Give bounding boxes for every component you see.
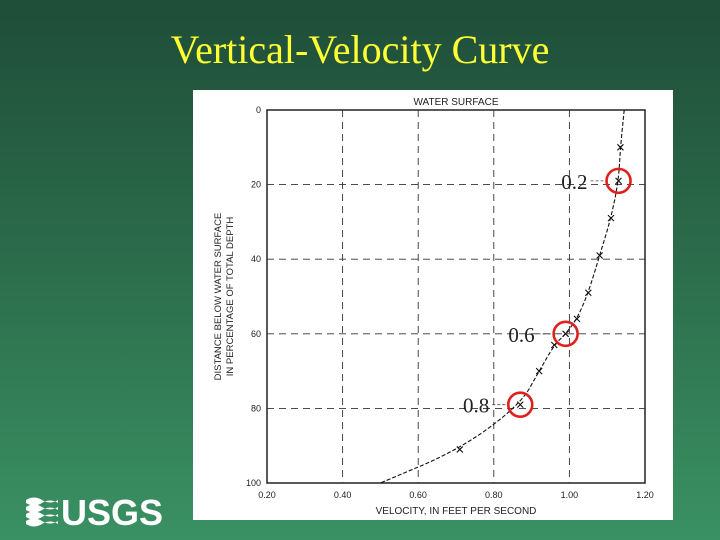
chart-figure: 0.20 0.40 0.60 0.80 1.00 1.20 0 20 40 60 80 100 WATE… — [193, 90, 673, 520]
y-tick-label: 100 — [246, 478, 261, 488]
x-tick-label: 0.20 — [258, 490, 276, 500]
callout-label: 0.6 — [508, 323, 534, 347]
usgs-logo-text: USGS — [61, 492, 163, 530]
velocity-curve — [380, 109, 625, 484]
x-tick-label: 0.80 — [485, 490, 503, 500]
callout-circle — [605, 167, 632, 195]
data-point — [584, 289, 592, 297]
x-tick-label: 1.00 — [561, 490, 579, 500]
x-tick-label: 0.40 — [334, 490, 352, 500]
y-tick-label: 0 — [256, 105, 261, 115]
slide-title: Vertical-Velocity Curve — [170, 27, 550, 72]
usgs-logo-mark: USGS — [26, 492, 163, 533]
callout-label: 0.8 — [463, 394, 489, 418]
y-axis-label: DISTANCE BELOW WATER SURFACE — [213, 213, 224, 381]
data-point — [573, 315, 581, 323]
data-point — [596, 252, 604, 259]
y-tick-label: 80 — [251, 403, 261, 413]
x-tick-label: 0.60 — [409, 490, 427, 500]
data-point — [516, 401, 524, 409]
plot-frame — [266, 109, 646, 484]
y-axis-label: IN PERCENTAGE OF TOTAL DEPTH — [225, 217, 236, 377]
x-tick-label: 1.20 — [636, 490, 654, 500]
callout-circle — [506, 391, 534, 418]
data-point — [617, 143, 624, 151]
y-tick-label: 40 — [251, 254, 261, 264]
x-axis-label: VELOCITY, IN FEET PER SECOND — [376, 506, 537, 517]
usgs-logo: USGS — [24, 490, 164, 533]
y-tick-label: 20 — [251, 180, 261, 190]
data-point — [607, 214, 615, 222]
callout-label: 0.2 — [561, 170, 587, 194]
data-point — [535, 367, 543, 375]
data-point — [615, 177, 622, 185]
vertical-velocity-chart: 0.20 0.40 0.60 0.80 1.00 1.20 0 20 40 60 80 100 WATE… — [213, 97, 654, 517]
callout-circle — [552, 320, 579, 348]
y-tick-label: 60 — [251, 329, 261, 339]
data-point — [562, 330, 570, 338]
data-point — [456, 446, 464, 453]
chart-title: WATER SURFACE — [413, 97, 498, 108]
